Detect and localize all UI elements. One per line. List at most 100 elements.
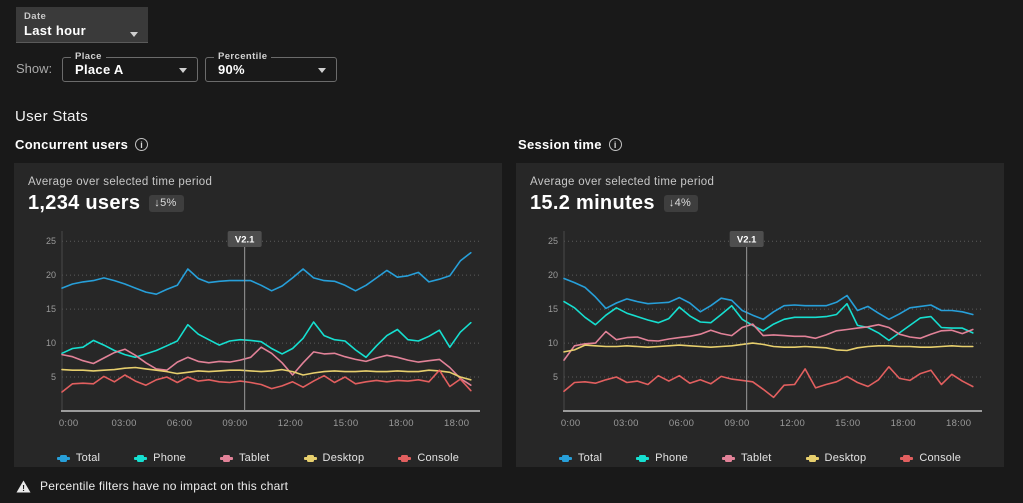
legend-item-total[interactable]: Total [56, 452, 101, 464]
footnote: ! Percentile filters have no impact on t… [16, 479, 288, 493]
legend-item-tablet[interactable]: Tablet [219, 452, 270, 464]
delta-badge: ↓4% [663, 194, 699, 212]
legend-marker-icon [134, 454, 148, 462]
annotation-badge [729, 231, 764, 247]
legend-label: Tablet [238, 452, 270, 464]
info-icon[interactable]: i [135, 138, 149, 151]
annotation-badge [227, 231, 262, 247]
svg-text:!: ! [22, 483, 25, 493]
show-label: Show: [16, 61, 53, 76]
x-tick-label: 06:00 [167, 418, 192, 429]
date-filter-label: Date [24, 11, 47, 22]
concurrent-users-chart: 5 10 15 20 25 0:00 03:00 06:00 09:00 12:00 15:00 18… [46, 231, 480, 429]
y-tick-label: 20 [548, 270, 558, 280]
percentile-filter-label: Percentile [214, 51, 272, 62]
x-tick-label: 09:00 [222, 418, 247, 429]
delta-badge: ↓5% [149, 194, 184, 212]
legend-marker-icon [303, 454, 317, 462]
date-filter-value: Last hour [24, 23, 86, 38]
legend-label: Tablet [740, 452, 772, 464]
place-filter-dropdown[interactable]: Place Place A [62, 51, 198, 82]
legend-label: Console [919, 452, 962, 464]
series-line-tablet [563, 323, 974, 361]
place-filter-value: Place A [75, 62, 124, 77]
chevron-down-icon [179, 67, 187, 73]
percentile-filter-value: 90% [218, 62, 245, 77]
x-tick-label: 15:00 [835, 418, 860, 429]
series-line-tablet [61, 346, 472, 386]
x-tick-label: 03:00 [613, 418, 638, 429]
legend-label: Total [577, 452, 603, 464]
panel-header-session-time: Session time i [518, 137, 622, 152]
x-tick-label: 18:00 [389, 418, 414, 429]
summary-value: 1,234 users [28, 191, 141, 214]
legend-item-desktop[interactable]: Desktop [303, 452, 365, 464]
panel-header-concurrent-users: Concurrent users i [15, 137, 149, 152]
chevron-down-icon [318, 67, 326, 73]
x-tick-label: 18:00 [891, 418, 916, 429]
concurrent-users-card: Average over selected time period 1,234 … [14, 163, 502, 467]
chart-legend: Total Phone Tablet Desktop Console [28, 452, 488, 464]
legend-label: Phone [655, 452, 688, 464]
legend-item-phone[interactable]: Phone [134, 452, 186, 464]
legend-item-total[interactable]: Total [558, 452, 603, 464]
y-tick-label: 15 [46, 304, 56, 314]
footnote-text: Percentile filters have no impact on thi… [40, 479, 289, 493]
series-line-phone [61, 321, 472, 359]
series-line-console [563, 366, 974, 399]
legend-marker-icon [558, 454, 572, 462]
chevron-down-icon [130, 32, 138, 37]
x-tick-label: 0:00 [561, 418, 581, 429]
annotation-label: V2.1 [235, 235, 255, 246]
legend-item-phone[interactable]: Phone [636, 452, 688, 464]
legend-marker-icon [900, 454, 914, 462]
y-tick-label: 15 [548, 304, 558, 314]
x-tick-label: 03:00 [111, 418, 136, 429]
series-line-desktop [61, 366, 472, 381]
series-line-total [61, 251, 472, 295]
y-tick-label: 20 [46, 270, 56, 280]
session-time-chart: 5 10 15 20 25 0:00 03:00 06:00 09:00 12:00 15:00 18… [548, 231, 982, 429]
legend-marker-icon [805, 454, 819, 462]
panel-title: Session time [518, 137, 602, 152]
series-line-console [61, 369, 472, 393]
legend-item-console[interactable]: Console [900, 452, 961, 464]
x-tick-label: 18:00 [444, 418, 469, 429]
y-tick-label: 5 [51, 372, 56, 382]
legend-marker-icon [721, 454, 735, 462]
legend-marker-icon [636, 454, 650, 462]
y-tick-label: 5 [553, 372, 558, 382]
info-icon[interactable]: i [608, 138, 622, 151]
panel-title: Concurrent users [15, 137, 129, 152]
legend-marker-icon [398, 454, 412, 462]
legend-label: Console [417, 452, 460, 464]
x-tick-label: 15:00 [333, 418, 358, 429]
series-line-total [563, 277, 974, 321]
x-tick-label: 09:00 [724, 418, 749, 429]
series-line-desktop [563, 342, 974, 353]
session-time-card: Average over selected time period 15.2 m… [516, 163, 1004, 467]
place-filter-label: Place [71, 51, 106, 62]
legend-label: Total [75, 452, 101, 464]
legend-item-desktop[interactable]: Desktop [805, 452, 867, 464]
x-tick-label: 06:00 [669, 418, 694, 429]
date-filter-dropdown[interactable]: Date Last hour [16, 7, 148, 43]
annotation-label: V2.1 [737, 235, 757, 246]
y-tick-label: 25 [46, 236, 56, 246]
legend-item-console[interactable]: Console [398, 452, 459, 464]
y-tick-label: 25 [548, 236, 558, 246]
legend-item-tablet[interactable]: Tablet [721, 452, 772, 464]
y-tick-label: 10 [46, 338, 56, 348]
warning-icon: ! [16, 480, 31, 493]
series-line-phone [563, 300, 974, 342]
section-title: User Stats [15, 108, 89, 125]
summary-label: Average over selected time period [530, 176, 715, 188]
x-tick-label: 0:00 [59, 418, 79, 429]
chart-legend: Total Phone Tablet Desktop Console [530, 452, 990, 464]
percentile-filter-dropdown[interactable]: Percentile 90% [205, 51, 337, 82]
x-tick-label: 12:00 [278, 418, 303, 429]
legend-marker-icon [56, 454, 70, 462]
summary-label: Average over selected time period [28, 176, 213, 188]
legend-label: Phone [153, 452, 186, 464]
